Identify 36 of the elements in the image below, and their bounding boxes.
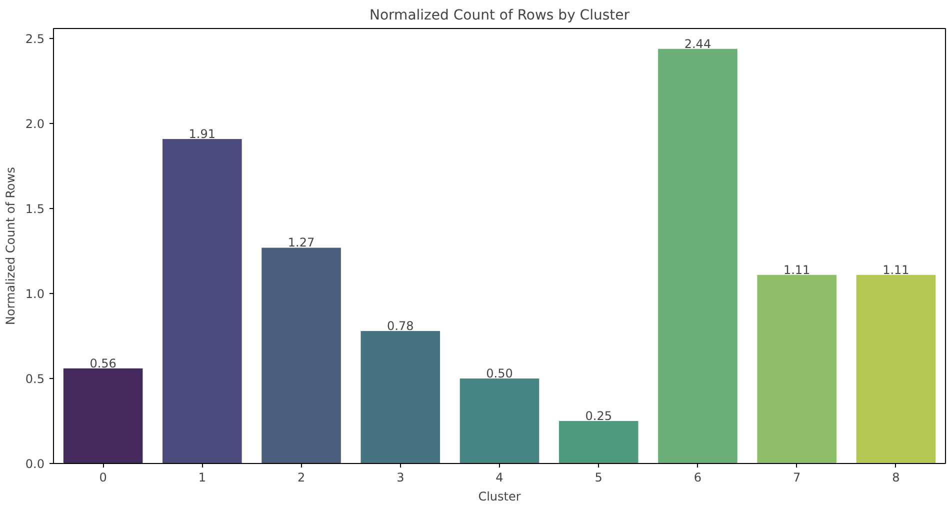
bar: [63, 368, 143, 464]
bar: [558, 421, 638, 464]
y-tick-label: 1.0: [25, 287, 45, 302]
x-tick-label: 7: [793, 470, 801, 484]
x-tick-label: 3: [396, 470, 404, 484]
y-tick-label: 2.5: [25, 32, 45, 46]
bar: [262, 248, 341, 464]
data-label: 1.27: [288, 236, 315, 250]
x-tick-label: 4: [496, 470, 504, 484]
y-tick-label: 0.5: [25, 372, 45, 386]
data-label: 2.44: [684, 36, 712, 51]
y-tick-label: 1.5: [25, 202, 45, 216]
x-tick-label: 1: [198, 470, 206, 484]
x-tick-label: 6: [694, 470, 702, 484]
bar: [162, 138, 242, 464]
bar: [658, 48, 738, 464]
bar: [856, 274, 936, 464]
bar: [460, 378, 540, 464]
y-tick-label: 2.0: [25, 117, 45, 132]
data-label: 0.50: [486, 366, 513, 381]
data-label: 1.11: [783, 262, 810, 277]
y-tick-label: 0.0: [25, 457, 45, 471]
bar: [360, 330, 440, 464]
x-tick-label: 5: [594, 470, 602, 484]
x-axis-title: Cluster: [478, 490, 521, 504]
chart-title: Normalized Count of Rows by Cluster: [370, 8, 630, 24]
bar: [757, 274, 836, 464]
x-tick-label: 0: [99, 470, 107, 484]
data-label: 0.78: [387, 318, 414, 333]
y-axis-title: Normalized Count of Rows: [3, 167, 18, 325]
x-tick-label: 2: [297, 470, 306, 484]
data-label: 1.91: [188, 126, 216, 141]
data-label: 1.11: [882, 262, 910, 277]
x-tick-label: 8: [892, 470, 900, 484]
data-label: 0.25: [585, 409, 612, 424]
data-label: 0.56: [90, 356, 116, 370]
